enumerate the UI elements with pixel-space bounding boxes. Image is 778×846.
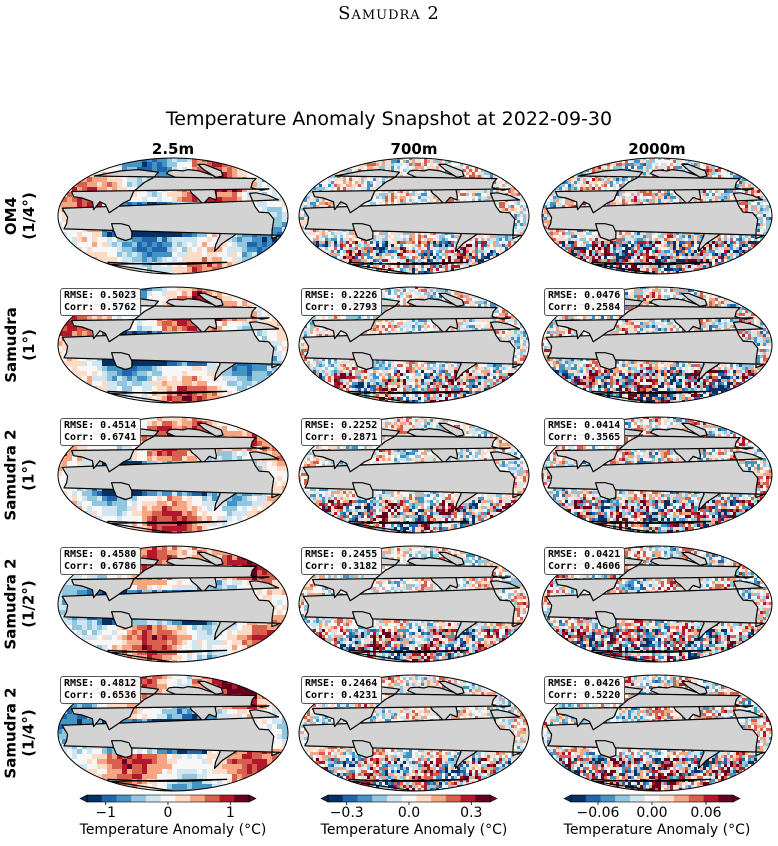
rmse-value: RMSE: 0.5023	[64, 290, 136, 302]
rmse-value: RMSE: 0.4580	[64, 549, 136, 561]
map-panel-samudra-1deg-surface: RMSE: 0.5023 Corr: 0.5762	[57, 286, 289, 404]
row-label-line: Samudra 2	[2, 687, 20, 778]
rmse-value: RMSE: 0.2464	[305, 678, 377, 690]
rmse-value: RMSE: 0.4514	[64, 420, 136, 432]
map-panel-om4-surface	[57, 157, 289, 275]
colorbar-tick-label: 0.3	[460, 805, 482, 820]
metrics-box: RMSE: 0.4514 Corr: 0.6741	[60, 418, 142, 446]
metrics-box: RMSE: 0.0426 Corr: 0.5220	[544, 676, 626, 704]
colorbar-tick-label: 0	[164, 805, 173, 820]
corr-value: Corr: 0.2584	[548, 302, 620, 314]
corr-value: Corr: 0.6786	[64, 561, 136, 573]
colorbar-tick-label: −0.06	[577, 805, 620, 820]
colorbar-700m: −0.3 0.0 0.3	[298, 794, 530, 820]
map-panel-samudra-1deg-2000m: RMSE: 0.0476 Corr: 0.2584	[541, 286, 773, 404]
row-label-samudra2-1deg: Samudra 2 (1°)	[0, 416, 40, 534]
corr-value: Corr: 0.3182	[305, 561, 377, 573]
row-label-line: Samudra 2	[2, 558, 20, 649]
row-label-line: Samudra 2	[2, 429, 20, 520]
map-panel-samudra2-1deg-surface: RMSE: 0.4514 Corr: 0.6741	[57, 416, 289, 534]
metrics-box: RMSE: 0.2226 Corr: 0.2793	[301, 288, 383, 316]
map-panel-samudra2-quarter-deg-700m: RMSE: 0.2464 Corr: 0.4231	[298, 674, 530, 792]
map-panel-om4-2000m	[541, 157, 773, 275]
metrics-box: RMSE: 0.0414 Corr: 0.3565	[544, 418, 626, 446]
column-title-2000m: 2000m	[541, 140, 773, 158]
metrics-box: RMSE: 0.4812 Corr: 0.6536	[60, 676, 142, 704]
map-panel-samudra2-quarter-deg-surface: RMSE: 0.4812 Corr: 0.6536	[57, 674, 289, 792]
colorbar-tick-label: 1	[226, 805, 235, 820]
map-panel-samudra2-1deg-2000m: RMSE: 0.0414 Corr: 0.3565	[541, 416, 773, 534]
row-label-line: (1°)	[20, 429, 38, 520]
rmse-value: RMSE: 0.0414	[548, 420, 620, 432]
corr-value: Corr: 0.6536	[64, 690, 136, 702]
colorbar-tick-label: 0.06	[690, 805, 721, 820]
rmse-value: RMSE: 0.2455	[305, 549, 377, 561]
corr-value: Corr: 0.5220	[548, 690, 620, 702]
rmse-value: RMSE: 0.0476	[548, 290, 620, 302]
colorbar-label-2000m: Temperature Anomaly (°C)	[541, 822, 773, 838]
metrics-box: RMSE: 0.0476 Corr: 0.2584	[544, 288, 626, 316]
rmse-value: RMSE: 0.2252	[305, 420, 377, 432]
colorbar-surface: −1 0 1	[57, 794, 289, 820]
column-title-surface: 2.5m	[57, 140, 289, 158]
metrics-box: RMSE: 0.2252 Corr: 0.2871	[301, 418, 383, 446]
rmse-value: RMSE: 0.0421	[548, 549, 620, 561]
colorbar-tick-label: 0.0	[398, 805, 420, 820]
rmse-value: RMSE: 0.0426	[548, 678, 620, 690]
row-label-line: (1/4°)	[20, 687, 38, 778]
colorbar-tick-label: −0.3	[330, 805, 364, 820]
metrics-box: RMSE: 0.4580 Corr: 0.6786	[60, 547, 142, 575]
metrics-box: RMSE: 0.5023 Corr: 0.5762	[60, 288, 142, 316]
rmse-value: RMSE: 0.2226	[305, 290, 377, 302]
rmse-value: RMSE: 0.4812	[64, 678, 136, 690]
row-label-line: (1°)	[20, 307, 38, 383]
map-panel-samudra2-quarter-deg-2000m: RMSE: 0.0426 Corr: 0.5220	[541, 674, 773, 792]
corr-value: Corr: 0.6741	[64, 432, 136, 444]
row-label-samudra2-half-deg: Samudra 2 (1/2°)	[0, 545, 40, 663]
colorbar-tick-label: −1	[95, 805, 116, 820]
map-panel-om4-700m	[298, 157, 530, 275]
row-label-line: OM4	[2, 192, 20, 240]
metrics-box: RMSE: 0.2455 Corr: 0.3182	[301, 547, 383, 575]
colorbar-2000m: −0.06 0.00 0.06	[541, 794, 773, 820]
running-header: Samudra 2	[0, 3, 778, 24]
row-label-samudra2-quarter-deg: Samudra 2 (1/4°)	[0, 674, 40, 792]
column-title-700m: 700m	[298, 140, 530, 158]
corr-value: Corr: 0.2793	[305, 302, 377, 314]
metrics-box: RMSE: 0.0421 Corr: 0.4606	[544, 547, 626, 575]
map-panel-samudra2-half-deg-surface: RMSE: 0.4580 Corr: 0.6786	[57, 545, 289, 663]
map-panel-samudra2-half-deg-2000m: RMSE: 0.0421 Corr: 0.4606	[541, 545, 773, 663]
map-panel-samudra2-half-deg-700m: RMSE: 0.2455 Corr: 0.3182	[298, 545, 530, 663]
corr-value: Corr: 0.4231	[305, 690, 377, 702]
map-panel-samudra2-1deg-700m: RMSE: 0.2252 Corr: 0.2871	[298, 416, 530, 534]
metrics-box: RMSE: 0.2464 Corr: 0.4231	[301, 676, 383, 704]
colorbar-label-surface: Temperature Anomaly (°C)	[57, 822, 289, 838]
row-label-line: Samudra	[2, 307, 20, 383]
colorbar-tick-label: 0.00	[636, 805, 667, 820]
map-panel-samudra-1deg-700m: RMSE: 0.2226 Corr: 0.2793	[298, 286, 530, 404]
row-label-samudra-1deg: Samudra (1°)	[0, 286, 40, 404]
colorbar-label-700m: Temperature Anomaly (°C)	[298, 822, 530, 838]
figure-title: Temperature Anomaly Snapshot at 2022-09-…	[0, 108, 778, 130]
corr-value: Corr: 0.2871	[305, 432, 377, 444]
row-label-line: (1/4°)	[20, 192, 38, 240]
corr-value: Corr: 0.4606	[548, 561, 620, 573]
corr-value: Corr: 0.3565	[548, 432, 620, 444]
row-label-line: (1/2°)	[20, 558, 38, 649]
row-label-om4: OM4 (1/4°)	[0, 157, 40, 275]
corr-value: Corr: 0.5762	[64, 302, 136, 314]
